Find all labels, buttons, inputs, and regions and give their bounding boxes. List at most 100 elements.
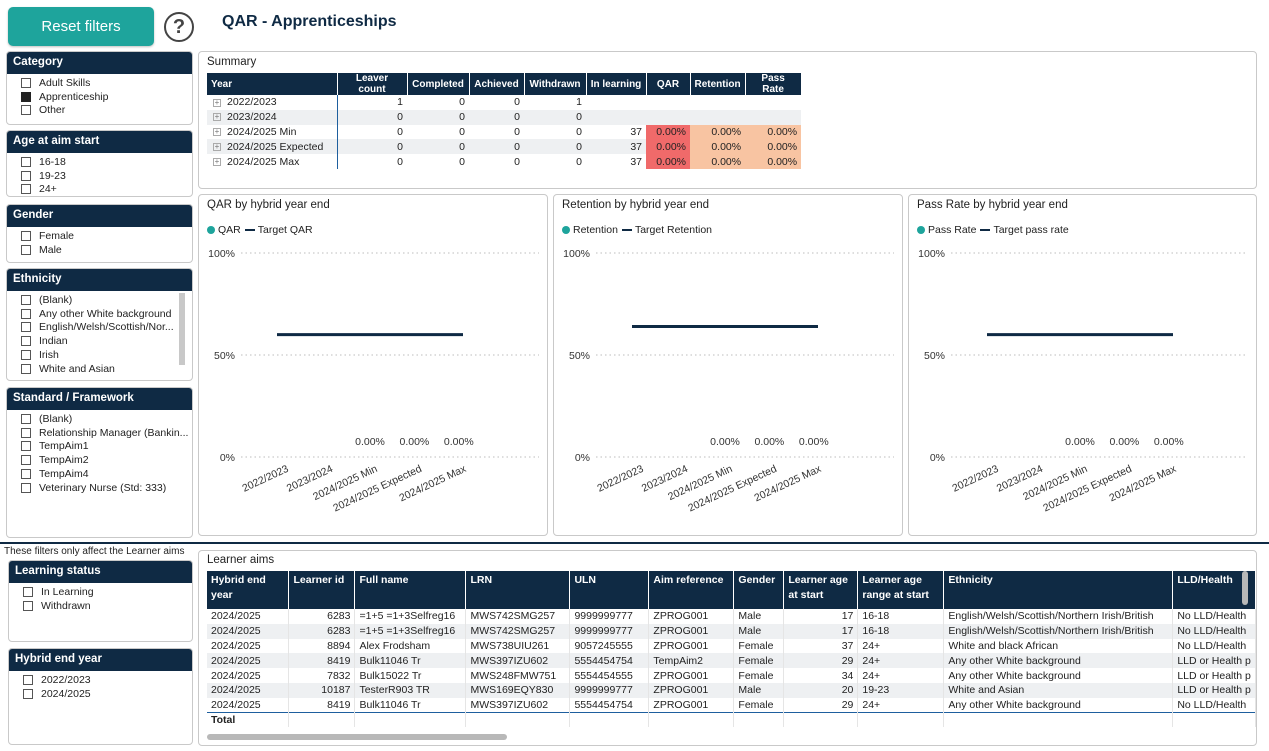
year-cell: +2024/2025 Expected xyxy=(207,139,338,155)
slicer-option[interactable]: 19-23 xyxy=(21,169,188,183)
slicer-option[interactable]: TempAim1 xyxy=(21,440,188,454)
summary-cell-withdrawn: 0 xyxy=(524,139,586,155)
help-icon[interactable]: ? xyxy=(164,12,194,42)
y-tick-label: 100% xyxy=(918,248,945,260)
ethnicity-scrollbar[interactable] xyxy=(179,293,185,365)
checkbox[interactable] xyxy=(21,184,31,195)
slicer-option[interactable]: (Blank) xyxy=(21,412,188,426)
table-row[interactable]: 2024/2025 8894 Alex Frodsham MWS738UIU261 90… xyxy=(207,638,1256,654)
checkbox[interactable] xyxy=(21,336,31,347)
slicer-option[interactable]: Irish xyxy=(21,348,176,362)
slicer-option[interactable]: Male xyxy=(21,243,188,257)
checkbox[interactable] xyxy=(21,170,31,181)
col-header[interactable]: Hybrid end year xyxy=(207,571,290,609)
checkbox[interactable] xyxy=(21,441,31,452)
col-header[interactable]: QAR xyxy=(646,73,691,95)
slicer-option[interactable]: Any other White background xyxy=(21,307,176,321)
age-slicer: Age at aim start 16-18 19-23 24+ xyxy=(6,130,193,197)
summary-cell-leaver: 1 xyxy=(397,96,403,109)
checkbox[interactable] xyxy=(23,586,33,597)
checkbox[interactable] xyxy=(21,455,31,466)
slicer-option[interactable]: In Learning xyxy=(23,585,188,599)
col-header[interactable]: Gender xyxy=(733,571,785,609)
slicer-option[interactable]: 24+ xyxy=(21,183,188,197)
slicer-option[interactable]: TempAim2 xyxy=(21,453,188,467)
slicer-option[interactable]: 2024/2025 xyxy=(23,687,188,701)
expand-icon[interactable]: + xyxy=(213,112,221,122)
col-header[interactable]: Full name xyxy=(354,571,467,609)
col-header[interactable]: Pass Rate xyxy=(745,73,802,95)
col-header[interactable]: Completed xyxy=(407,73,470,95)
legend-label: Target Retention xyxy=(634,224,713,236)
checkbox[interactable] xyxy=(21,105,31,116)
col-header[interactable]: Retention xyxy=(690,73,746,95)
slicer-option[interactable]: Other xyxy=(21,104,188,118)
expand-icon[interactable]: + xyxy=(213,127,221,137)
table-cell: 17 xyxy=(783,623,859,639)
checkbox[interactable] xyxy=(21,469,31,480)
col-header[interactable]: Year xyxy=(207,73,338,95)
checkbox[interactable] xyxy=(23,674,33,685)
col-header[interactable]: Withdrawn xyxy=(524,73,587,95)
checkbox[interactable] xyxy=(21,350,31,361)
slicer-option[interactable]: English/Welsh/Scottish/Nor... xyxy=(21,321,176,335)
col-header[interactable]: Aim reference xyxy=(648,571,735,609)
table-row[interactable]: 2024/2025 10187 TesterR903 TR MWS169EQY830 9… xyxy=(207,682,1256,698)
checkbox[interactable] xyxy=(21,156,31,167)
data-label: 0.00% xyxy=(355,436,385,448)
table-row[interactable]: 2024/2025 6283 =1+5 =1+3Selfreg16 MWS742SMG… xyxy=(207,623,1256,639)
slicer-option-label: TempAim1 xyxy=(39,440,89,453)
checkbox[interactable] xyxy=(21,427,31,438)
col-header[interactable]: Learner age range at start xyxy=(857,571,945,609)
learner-aims-hscrollbar[interactable] xyxy=(207,734,507,740)
learner-aims-vscrollbar[interactable] xyxy=(1242,571,1248,605)
checkbox[interactable] xyxy=(21,363,31,374)
col-header[interactable]: LRN xyxy=(465,571,571,609)
slicer-option[interactable]: Apprenticeship xyxy=(21,90,188,104)
slicer-option[interactable]: White and Asian xyxy=(21,362,176,376)
checkbox[interactable] xyxy=(21,482,31,493)
slicer-option[interactable]: Withdrawn xyxy=(23,599,188,613)
checkbox[interactable] xyxy=(21,77,31,88)
year-label: 2024/2025 Max xyxy=(227,155,300,168)
slicer-option[interactable]: Female xyxy=(21,229,188,243)
slicer-option[interactable]: Veterinary Nurse (Std: 333) xyxy=(21,481,188,495)
table-cell: White and black African xyxy=(943,638,1174,654)
col-header[interactable]: ULN xyxy=(569,571,650,609)
table-row[interactable]: 2024/2025 7832 Bulk15022 Tr MWS248FMW751 555… xyxy=(207,668,1256,683)
checkbox[interactable] xyxy=(21,91,31,102)
col-header[interactable]: Achieved xyxy=(469,73,525,95)
slicer-option-label: 2022/2023 xyxy=(41,673,91,686)
col-header[interactable]: In learning xyxy=(586,73,647,95)
reset-filters-button[interactable]: Reset filters xyxy=(8,7,154,46)
col-header[interactable]: Learner id xyxy=(288,571,356,609)
col-header[interactable]: Leaver count xyxy=(337,73,408,95)
slicer-option[interactable]: (Blank) xyxy=(21,293,176,307)
legend-label: QAR xyxy=(218,224,241,236)
checkbox[interactable] xyxy=(23,688,33,699)
table-cell: Male xyxy=(733,623,785,639)
table-cell: ZPROG001 xyxy=(648,638,735,654)
year-label: 2022/2023 xyxy=(227,96,277,109)
table-row[interactable]: 2024/2025 8419 Bulk11046 Tr MWS397IZU602 555… xyxy=(207,697,1256,713)
checkbox[interactable] xyxy=(21,308,31,319)
table-row[interactable]: 2024/2025 6283 =1+5 =1+3Selfreg16 MWS742SMG… xyxy=(207,609,1256,624)
checkbox[interactable] xyxy=(21,413,31,424)
expand-icon[interactable]: + xyxy=(213,156,221,166)
table-row[interactable]: 2024/2025 8419 Bulk11046 Tr MWS397IZU602 555… xyxy=(207,653,1256,669)
slicer-option[interactable]: TempAim4 xyxy=(21,467,188,481)
expand-icon[interactable]: + xyxy=(213,142,221,151)
checkbox[interactable] xyxy=(23,600,33,611)
slicer-option[interactable]: Adult Skills xyxy=(21,76,188,90)
col-header[interactable]: Learner age at start xyxy=(783,571,859,609)
expand-icon[interactable]: + xyxy=(213,97,221,107)
slicer-option[interactable]: Indian xyxy=(21,334,176,348)
checkbox[interactable] xyxy=(21,294,31,305)
checkbox[interactable] xyxy=(21,244,31,255)
col-header[interactable]: Ethnicity xyxy=(943,571,1174,609)
checkbox[interactable] xyxy=(21,322,31,333)
slicer-option[interactable]: 16-18 xyxy=(21,155,188,169)
slicer-option[interactable]: 2022/2023 xyxy=(23,673,188,687)
slicer-option[interactable]: Relationship Manager (Bankin... xyxy=(21,426,188,440)
checkbox[interactable] xyxy=(21,230,31,241)
